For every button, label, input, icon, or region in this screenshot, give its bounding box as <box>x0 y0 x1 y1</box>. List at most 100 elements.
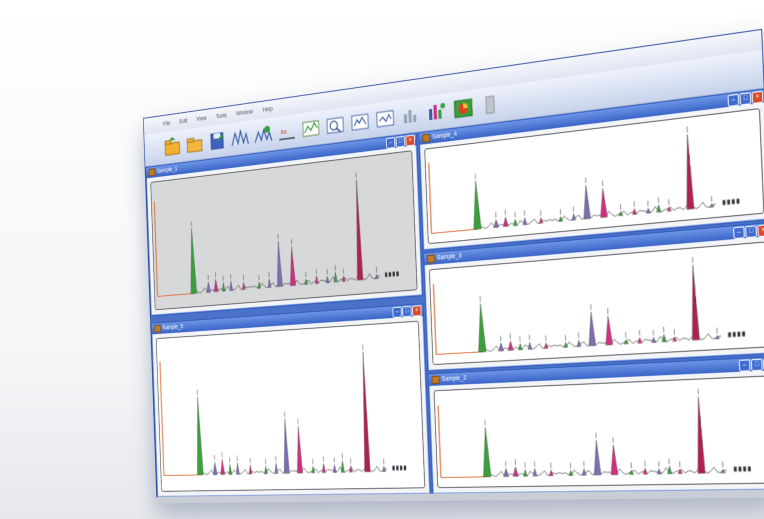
peak <box>257 282 260 289</box>
peak <box>599 188 607 218</box>
chromatogram-plot[interactable] <box>434 375 764 488</box>
window-sample-5[interactable]: Sample_5 – □ × <box>151 303 431 497</box>
minimize-icon[interactable]: – <box>728 94 740 107</box>
peak-label-mark <box>748 466 751 471</box>
maximize-icon[interactable]: □ <box>396 136 405 148</box>
bar-chart-icon[interactable] <box>399 100 423 130</box>
peak <box>315 276 318 284</box>
menu-item[interactable]: Edit <box>179 118 187 125</box>
peak <box>195 397 204 475</box>
peak <box>289 246 296 286</box>
peak <box>326 276 329 283</box>
minimize-icon[interactable]: – <box>739 359 751 371</box>
peak <box>249 465 252 474</box>
peak <box>503 468 508 476</box>
peak <box>588 312 596 346</box>
maximize-icon[interactable]: □ <box>751 359 763 371</box>
chromatogram-plot[interactable] <box>156 321 425 492</box>
peak <box>333 464 337 472</box>
menu-item[interactable]: Window <box>236 109 253 117</box>
peak-label-mark <box>393 272 395 277</box>
chromatogram-plot[interactable] <box>150 150 417 310</box>
peak <box>477 303 486 352</box>
minimize-icon[interactable]: – <box>733 226 745 239</box>
chromatogram-svg <box>157 322 425 491</box>
zoom-in-icon[interactable] <box>349 107 372 136</box>
peak <box>577 340 581 347</box>
peak <box>276 241 283 287</box>
open-icon[interactable] <box>162 133 182 160</box>
peak <box>662 334 667 342</box>
peak <box>472 180 481 229</box>
peak <box>213 462 217 475</box>
baseline-trace <box>487 467 727 477</box>
peak <box>610 445 618 475</box>
save-icon[interactable] <box>207 127 228 155</box>
pie-chart-icon[interactable] <box>451 93 476 123</box>
peak <box>482 427 491 477</box>
baseline-marker <box>154 201 157 296</box>
close-icon[interactable]: × <box>405 135 415 147</box>
peak-label-mark <box>734 467 737 472</box>
peak <box>296 426 303 473</box>
peak <box>242 282 245 290</box>
maximize-icon[interactable]: □ <box>740 92 752 105</box>
minimize-icon[interactable]: – <box>386 137 395 149</box>
baseline-marker <box>441 477 487 478</box>
peak <box>206 282 210 293</box>
window-app-icon <box>422 134 430 143</box>
peak <box>513 219 517 226</box>
baseline-marker <box>436 352 482 355</box>
compare-icon[interactable] <box>324 111 347 140</box>
peak-label-mark <box>389 272 391 277</box>
peak-label-mark <box>396 271 398 276</box>
peak <box>236 463 239 475</box>
zoom-out-icon[interactable] <box>373 104 396 134</box>
settings-icon[interactable] <box>478 89 503 120</box>
peak-label-mark <box>732 199 735 204</box>
peak <box>646 208 650 213</box>
peak-label-mark <box>728 332 731 337</box>
chart-icon[interactable] <box>300 114 322 143</box>
peak <box>334 272 338 282</box>
minimize-icon[interactable]: – <box>392 307 401 318</box>
peak <box>544 343 548 349</box>
peak-label-mark <box>404 466 406 471</box>
peak <box>518 343 522 350</box>
close-icon[interactable]: × <box>757 224 764 237</box>
peak <box>539 217 543 223</box>
maximize-icon[interactable]: □ <box>402 306 411 317</box>
peak <box>274 463 278 473</box>
overlay-icon[interactable] <box>252 121 274 149</box>
menu-item[interactable]: View <box>196 115 206 122</box>
window-app-icon <box>154 325 161 333</box>
menu-item[interactable]: File <box>163 120 170 127</box>
peak <box>684 134 694 210</box>
menu-item[interactable]: Tools <box>216 112 227 119</box>
peak <box>593 440 601 475</box>
peak <box>605 315 613 345</box>
stats-icon[interactable] <box>425 97 449 127</box>
peak <box>715 335 719 339</box>
window-title: Sample_1 <box>157 166 178 174</box>
peak <box>632 208 636 214</box>
peak <box>228 464 231 474</box>
peak <box>494 219 499 227</box>
axis-icon[interactable]: Ax <box>276 117 298 146</box>
close-icon[interactable]: × <box>412 305 422 316</box>
peak-label-mark <box>722 200 725 205</box>
peaks-icon[interactable] <box>229 124 250 152</box>
peak <box>304 279 307 285</box>
baseline-trace <box>482 333 721 352</box>
baseline-marker <box>431 229 477 233</box>
maximize-icon[interactable]: □ <box>745 225 757 238</box>
folder-icon[interactable] <box>184 130 205 158</box>
window-sample-2[interactable]: Sample_2 – □ × <box>428 356 764 494</box>
peak <box>533 469 537 476</box>
peak <box>572 213 576 220</box>
peak <box>528 342 532 349</box>
close-icon[interactable]: × <box>752 91 764 104</box>
chromatogram-svg <box>151 151 417 309</box>
peak <box>268 279 271 288</box>
menu-item[interactable]: Help <box>263 106 273 113</box>
